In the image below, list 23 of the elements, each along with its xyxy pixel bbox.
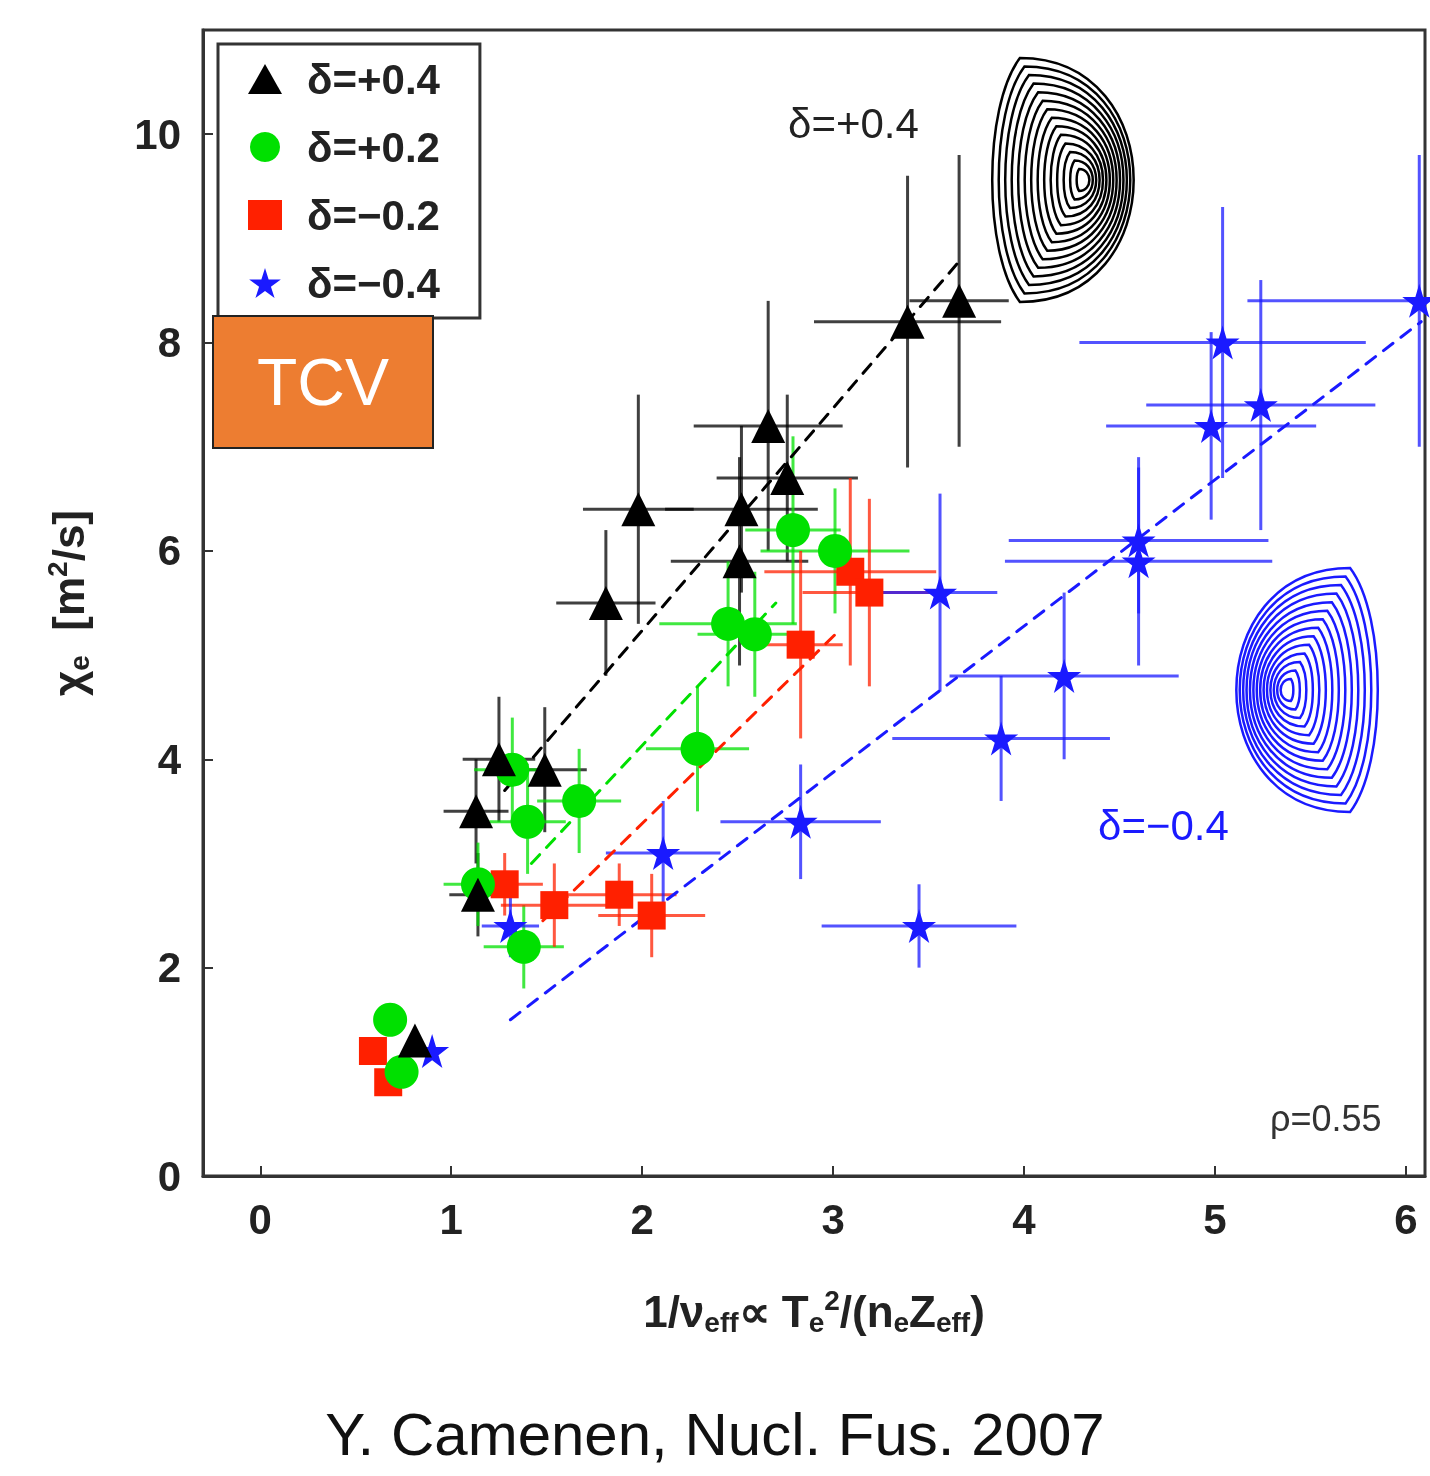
y-tick-label: 4 xyxy=(157,735,182,783)
legend-label: δ=+0.2 xyxy=(307,123,440,171)
x-tick-label: 2 xyxy=(630,1195,654,1243)
x-tick-label: 1 xyxy=(439,1195,463,1243)
x-tick-label: 0 xyxy=(248,1195,272,1243)
legend-label: δ=−0.2 xyxy=(307,191,440,239)
y-tick-label: 0 xyxy=(157,1152,181,1200)
text: Y. Camenen, Nucl. Fus. 2007 xyxy=(324,1400,1106,1469)
x-tick-label: 3 xyxy=(821,1195,845,1243)
x-tick-label: 4 xyxy=(1012,1195,1037,1243)
annotation: δ=+0.4 xyxy=(788,100,919,148)
y-tick-label: 2 xyxy=(157,944,181,992)
legend-label: δ=+0.4 xyxy=(307,55,441,103)
y-axis-title: χe [m2/s] xyxy=(41,509,95,697)
x-tick-label: 5 xyxy=(1203,1195,1227,1243)
legend-label: δ=−0.4 xyxy=(307,259,441,307)
y-tick-label: 6 xyxy=(157,527,181,575)
annotation: δ=−0.4 xyxy=(1098,802,1229,850)
x-tick-label: 6 xyxy=(1394,1195,1418,1243)
y-tick-label: 8 xyxy=(157,319,181,367)
annotation: TCV xyxy=(212,315,434,449)
annotation: ρ=0.55 xyxy=(1270,1098,1382,1140)
y-tick-label: 10 xyxy=(134,110,181,158)
